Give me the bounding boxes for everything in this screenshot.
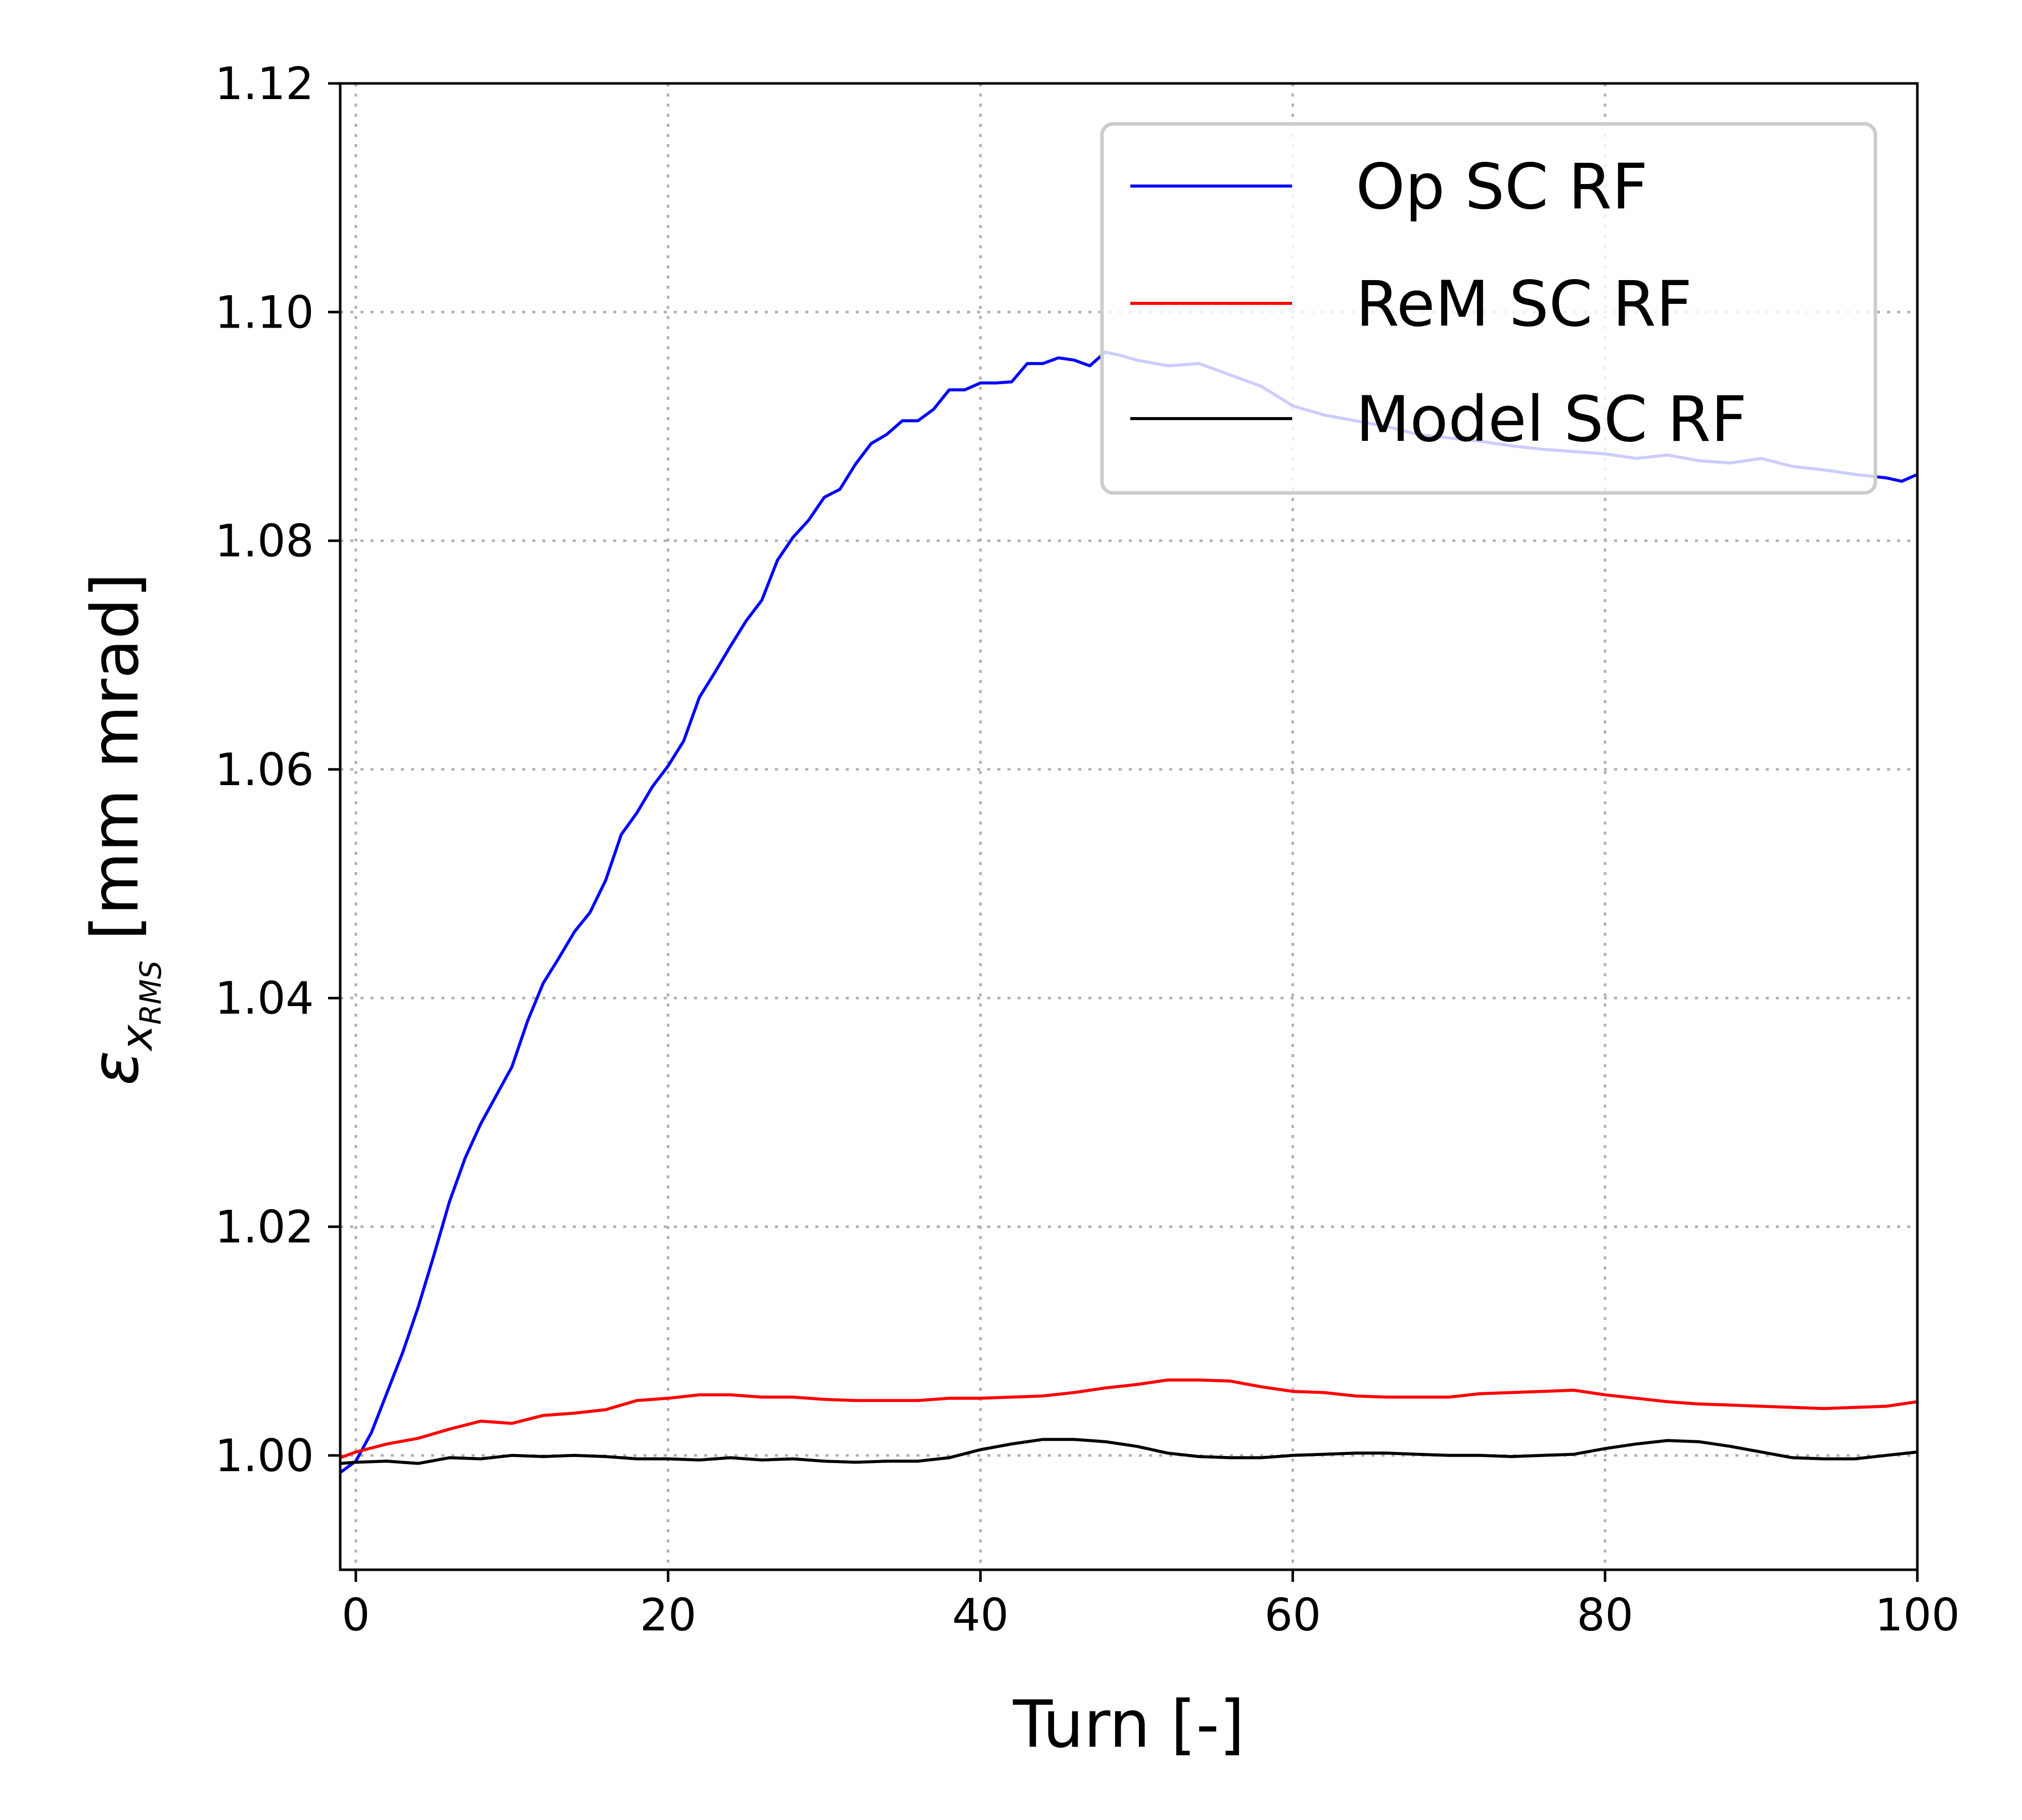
legend-label-1: Op SC RF xyxy=(1356,151,1648,223)
y-axis-subscript: x xyxy=(112,1024,162,1052)
y-tick-label: 1.10 xyxy=(215,286,314,338)
y-tick-label: 1.12 xyxy=(215,58,314,110)
y-tick-label: 1.08 xyxy=(215,515,314,567)
legend-box xyxy=(1100,122,1877,495)
y-tick-label: 1.06 xyxy=(215,744,314,796)
x-tick-label: 20 xyxy=(640,1589,697,1641)
plot-frame xyxy=(339,82,1919,1571)
y-axis-subsubscript: RMS xyxy=(133,961,168,1025)
y-tick-label: 1.00 xyxy=(215,1430,314,1482)
x-axis-title: Turn [-] xyxy=(1013,1687,1245,1762)
x-tick-label: 60 xyxy=(1264,1589,1321,1641)
x-tick-label: 100 xyxy=(1875,1589,1960,1641)
series-line-3 xyxy=(340,1438,1918,1465)
x-tick-label: 0 xyxy=(342,1589,370,1641)
y-axis-symbol: ε xyxy=(78,1051,153,1085)
legend-label-3: Model SC RF xyxy=(1356,383,1747,456)
x-axis-ticks: 0 20 40 60 80 100 xyxy=(342,1570,1960,1641)
series-line-2 xyxy=(339,1378,1918,1460)
x-tick-label: 40 xyxy=(952,1589,1009,1641)
y-tick-label: 1.02 xyxy=(215,1201,314,1253)
y-tick-label: 1.04 xyxy=(215,972,314,1024)
y-axis-title: εxRMS [mm mrad] xyxy=(78,573,168,1085)
legend: Op SC RF ReM SC RF Model SC RF xyxy=(1100,122,1877,495)
y-axis-ticks: 1.00 1.02 1.04 1.06 1.08 1.10 1.12 xyxy=(215,58,340,1482)
y-axis-unit: [mm mrad] xyxy=(78,573,153,940)
x-tick-label: 80 xyxy=(1577,1589,1633,1641)
legend-label-2: ReM SC RF xyxy=(1356,268,1692,341)
